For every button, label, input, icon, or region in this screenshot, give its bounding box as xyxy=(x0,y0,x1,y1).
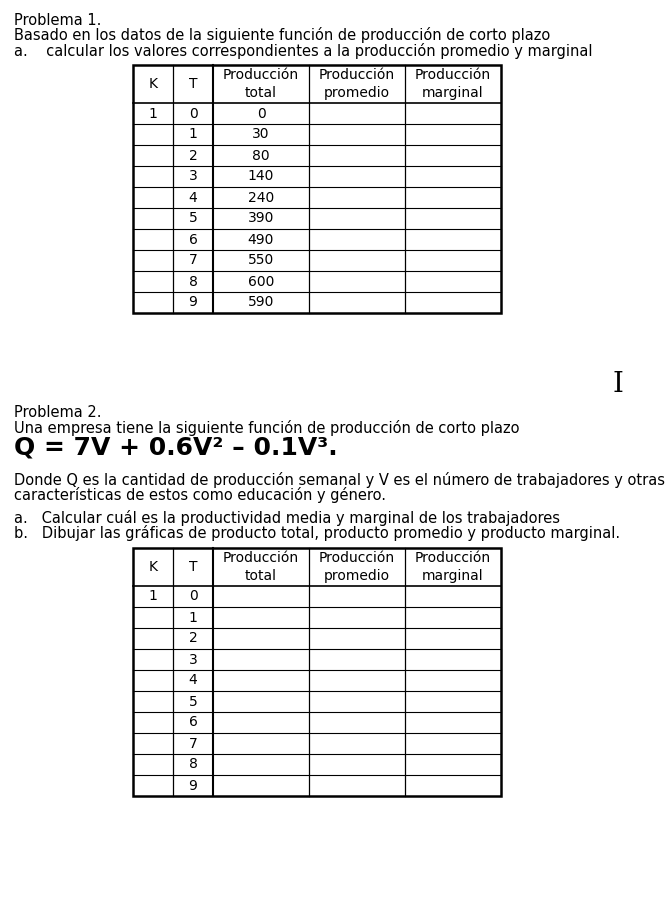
Text: 4: 4 xyxy=(189,674,197,687)
Text: 2: 2 xyxy=(189,632,197,645)
Text: 8: 8 xyxy=(189,757,197,772)
Text: Donde Q es la cantidad de producción semanal y V es el número de trabajadores y : Donde Q es la cantidad de producción sem… xyxy=(14,472,665,488)
Text: 550: 550 xyxy=(248,254,274,267)
Text: 3: 3 xyxy=(189,653,197,666)
Text: 140: 140 xyxy=(248,169,274,184)
Text: 590: 590 xyxy=(248,295,274,309)
Text: K: K xyxy=(149,560,157,574)
Text: Una empresa tiene la siguiente función de producción de corto plazo: Una empresa tiene la siguiente función d… xyxy=(14,420,520,436)
Text: 30: 30 xyxy=(252,127,270,142)
Bar xyxy=(133,548,501,796)
Text: 0: 0 xyxy=(189,590,197,604)
Text: Problema 2.: Problema 2. xyxy=(14,405,102,420)
Text: 490: 490 xyxy=(248,233,274,246)
Text: 600: 600 xyxy=(248,275,274,288)
Text: a.    calcular los valores correspondientes a la producción promedio y marginal: a. calcular los valores correspondientes… xyxy=(14,43,593,59)
Bar xyxy=(133,65,501,313)
Text: 390: 390 xyxy=(248,212,274,225)
Text: I: I xyxy=(613,372,624,398)
Text: características de estos como educación y género.: características de estos como educación … xyxy=(14,487,386,503)
Text: Producción
total: Producción total xyxy=(223,68,299,100)
Text: T: T xyxy=(189,560,197,574)
Text: 5: 5 xyxy=(189,694,197,708)
Text: 2: 2 xyxy=(189,148,197,163)
Text: 0: 0 xyxy=(257,106,266,121)
Text: 7: 7 xyxy=(189,254,197,267)
Text: a.   Calcular cuál es la productividad media y marginal de los trabajadores: a. Calcular cuál es la productividad med… xyxy=(14,510,560,526)
Text: b.   Dibujar las gráficas de producto total, producto promedio y producto margin: b. Dibujar las gráficas de producto tota… xyxy=(14,525,620,541)
Text: 1: 1 xyxy=(189,127,197,142)
Text: 9: 9 xyxy=(189,778,197,793)
Text: 9: 9 xyxy=(189,295,197,309)
Bar xyxy=(133,548,501,796)
Text: Producción
marginal: Producción marginal xyxy=(415,552,491,583)
Text: 240: 240 xyxy=(248,191,274,205)
Text: Q = 7V + 0.6V² – 0.1V³.: Q = 7V + 0.6V² – 0.1V³. xyxy=(14,435,338,459)
Text: 1: 1 xyxy=(189,611,197,624)
Text: 6: 6 xyxy=(189,715,197,730)
Text: Problema 1.: Problema 1. xyxy=(14,13,102,28)
Text: Basado en los datos de la siguiente función de producción de corto plazo: Basado en los datos de la siguiente func… xyxy=(14,27,550,43)
Text: 1: 1 xyxy=(149,106,157,121)
Text: 80: 80 xyxy=(252,148,270,163)
Text: 1: 1 xyxy=(149,590,157,604)
Text: 0: 0 xyxy=(189,106,197,121)
Text: Producción
total: Producción total xyxy=(223,552,299,583)
Text: 5: 5 xyxy=(189,212,197,225)
Text: Producción
marginal: Producción marginal xyxy=(415,68,491,100)
Text: T: T xyxy=(189,77,197,91)
Text: Producción
promedio: Producción promedio xyxy=(319,552,395,583)
Text: 7: 7 xyxy=(189,736,197,751)
Text: K: K xyxy=(149,77,157,91)
Text: 8: 8 xyxy=(189,275,197,288)
Text: 4: 4 xyxy=(189,191,197,205)
Text: 6: 6 xyxy=(189,233,197,246)
Bar xyxy=(133,65,501,313)
Text: 3: 3 xyxy=(189,169,197,184)
Text: Producción
promedio: Producción promedio xyxy=(319,68,395,100)
